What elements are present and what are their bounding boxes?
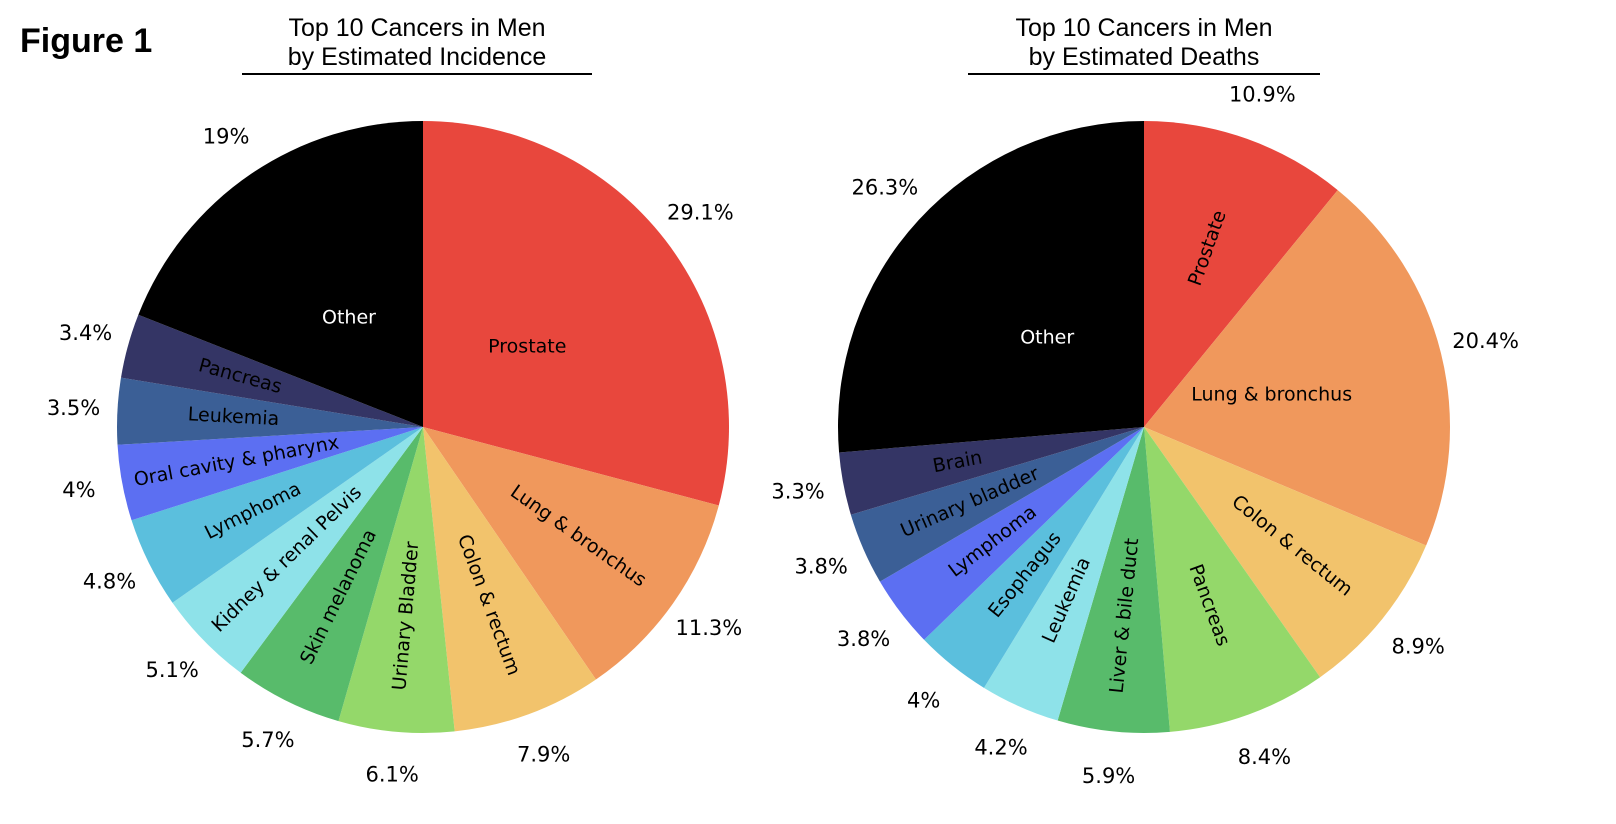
slice-percent-label: 3.8% [837,627,890,651]
pie-slice-urinary-bladder [850,427,1144,582]
slice-percent-label: 4% [62,478,95,502]
pie-slice-lymphoma [879,427,1144,640]
slice-label: Other [1020,326,1074,348]
slice-percent-label: 26.3% [852,176,919,200]
slice-label: Prostate [488,335,566,357]
slice-percent-label: 5.7% [241,728,294,752]
pie-slice-esophagus [924,427,1144,688]
pie-slice-lymphoma [131,427,423,603]
pie-slice-prostate [1144,121,1338,427]
pie-slice-pancreas [1144,427,1321,732]
pie-slice-leukemia [983,427,1144,721]
slice-percent-label: 8.4% [1238,745,1291,769]
pie-slice-urinary-bladder [338,427,455,733]
pie-slice-lung-bronchus [423,427,719,680]
slice-label: Lung & bronchus [1191,384,1352,406]
figure-label: Figure 1 [20,22,153,60]
pie-slice-liver-bile-duct [1057,427,1170,734]
chart-title-line-1: Top 10 Cancers in Men [288,14,546,42]
title-underline [242,73,592,75]
slice-percent-label: 19% [203,125,250,149]
slice-percent-label: 6.1% [366,763,419,787]
pie-slice-brain [839,427,1144,515]
slice-percent-label: 29.1% [667,201,734,225]
chart-title-deaths: Top 10 Cancers in Men by Estimated Death… [968,14,1320,72]
pie-slice-lung-bronchus [1144,190,1451,546]
slice-label: Other [322,307,376,329]
slice-percent-label: 4% [907,689,940,713]
slice-percent-label: 3.8% [795,554,848,578]
slice-percent-label: 3.5% [47,396,100,420]
pie-slice-kidney-renal-pelvis [172,427,423,673]
slice-percent-label: 5.1% [146,658,199,682]
title-underline [968,73,1320,75]
slice-percent-label: 10.9% [1229,83,1296,107]
chart-title-line-1: Top 10 Cancers in Men [1015,14,1273,42]
pie-slice-colon-rectum [1144,427,1427,678]
chart-title-line-2: by Estimated Incidence [287,43,547,71]
chart-title-incidence: Top 10 Cancers in Men by Estimated Incid… [242,14,592,72]
pie-slice-skin-melanoma [240,427,423,722]
slice-percent-label: 8.9% [1392,635,1445,659]
slice-percent-label: 20.4% [1452,329,1519,353]
slice-percent-label: 3.3% [771,480,824,504]
pie-slice-colon-rectum [423,427,596,732]
pie-slice-other [138,121,423,427]
slice-percent-label: 4.2% [974,736,1027,760]
slice-percent-label: 5.9% [1082,764,1135,788]
chart-title-line-2: by Estimated Deaths [1028,43,1260,71]
slice-percent-label: 11.3% [676,616,743,640]
slice-percent-label: 3.4% [59,321,112,345]
pie-slice-oral-cavity-pharynx [117,427,424,521]
slice-label: Leukemia [187,403,279,430]
slice-percent-label: 7.9% [517,743,570,767]
pie-slice-prostate [423,121,730,506]
slice-percent-label: 4.8% [83,570,136,594]
pie-slice-other [837,121,1144,453]
pie-slice-leukemia [117,377,423,445]
pie-slice-pancreas [121,314,423,427]
